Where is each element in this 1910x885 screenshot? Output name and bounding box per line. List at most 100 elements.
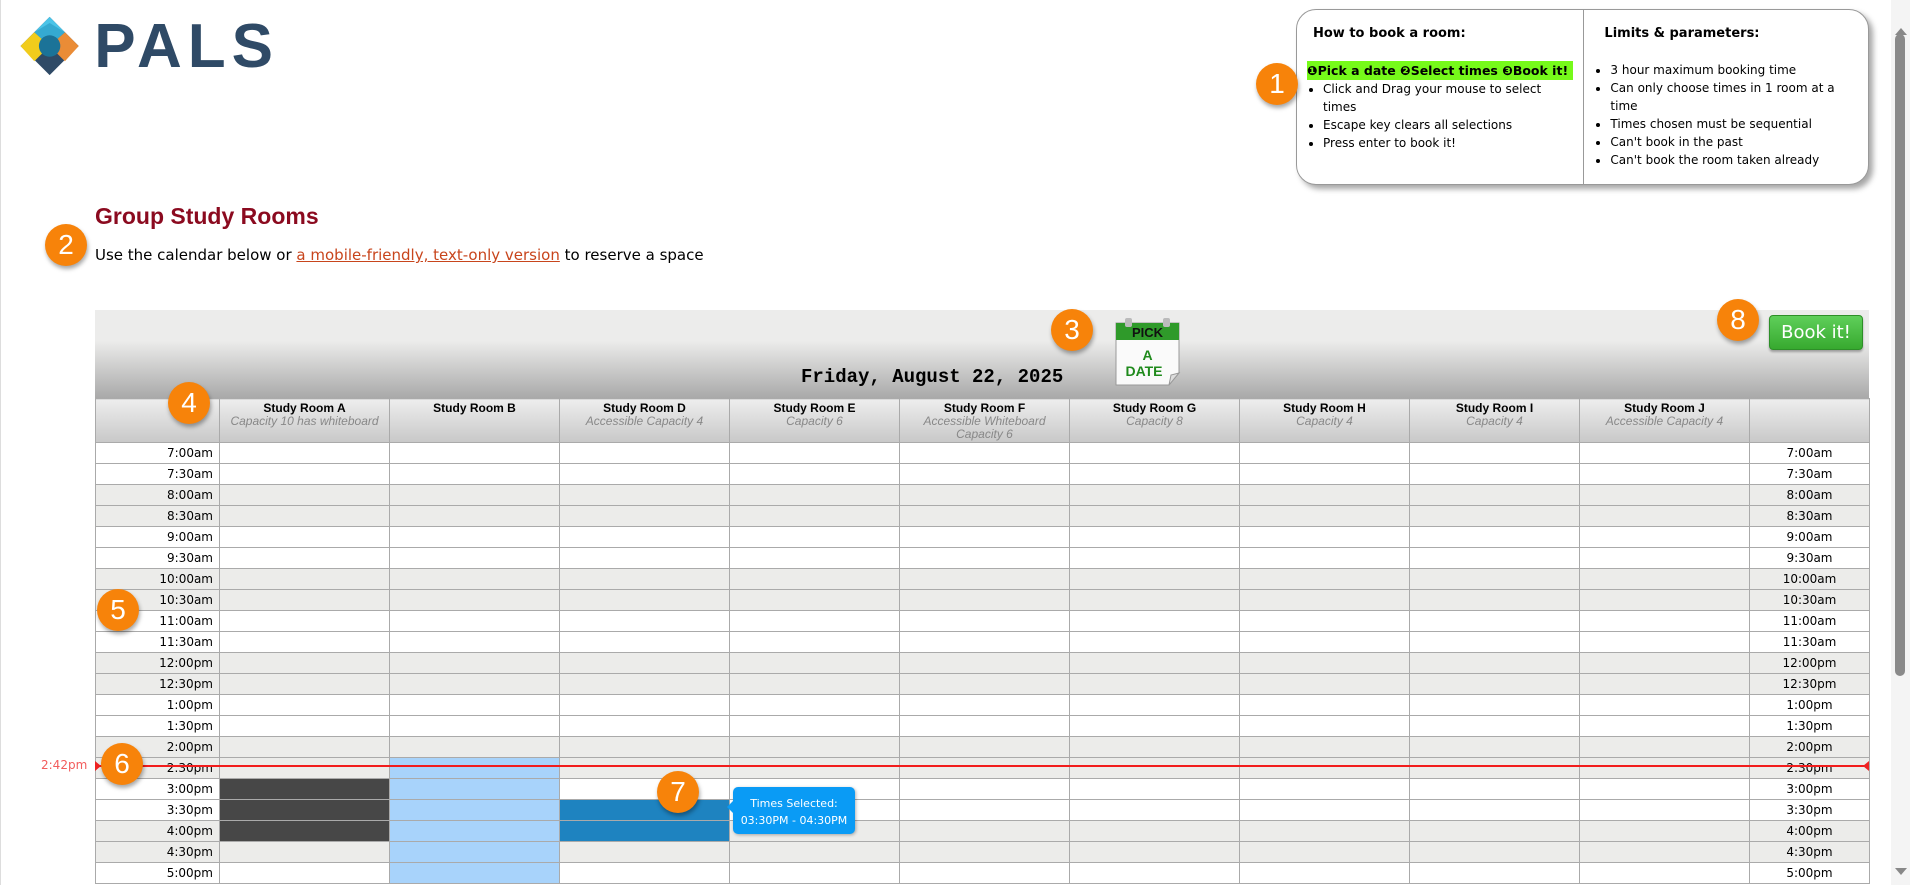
time-slot[interactable]: [1239, 694, 1410, 716]
time-slot[interactable]: [559, 841, 730, 863]
time-slot[interactable]: [1069, 631, 1240, 653]
time-slot[interactable]: [1409, 463, 1580, 485]
time-slot[interactable]: [899, 862, 1070, 884]
time-slot[interactable]: [1239, 820, 1410, 842]
time-slot[interactable]: [1579, 820, 1750, 842]
time-slot[interactable]: [1069, 547, 1240, 569]
time-slot[interactable]: [219, 631, 390, 653]
time-slot[interactable]: [1239, 442, 1410, 464]
time-slot[interactable]: [389, 526, 560, 548]
time-slot[interactable]: [1579, 862, 1750, 884]
time-slot[interactable]: [899, 799, 1070, 821]
time-slot[interactable]: [729, 547, 900, 569]
time-slot[interactable]: [559, 715, 730, 737]
time-slot[interactable]: [1239, 715, 1410, 737]
time-slot[interactable]: [729, 484, 900, 506]
time-slot[interactable]: [389, 652, 560, 674]
time-slot[interactable]: [1069, 484, 1240, 506]
time-slot[interactable]: [1239, 463, 1410, 485]
scroll-up-icon[interactable]: [1895, 28, 1907, 35]
time-slot[interactable]: [219, 757, 390, 779]
time-slot[interactable]: [729, 526, 900, 548]
time-slot[interactable]: [899, 673, 1070, 695]
booked-slot[interactable]: [219, 799, 390, 821]
time-slot[interactable]: [1239, 652, 1410, 674]
time-slot[interactable]: [729, 463, 900, 485]
time-slot[interactable]: [1579, 673, 1750, 695]
scrollbar-thumb[interactable]: [1895, 34, 1905, 676]
time-slot[interactable]: [559, 484, 730, 506]
time-slot[interactable]: [219, 841, 390, 863]
time-slot[interactable]: [389, 463, 560, 485]
time-slot[interactable]: [1239, 799, 1410, 821]
selected-slot[interactable]: [559, 799, 730, 821]
time-slot[interactable]: [1239, 610, 1410, 632]
time-slot[interactable]: [1579, 652, 1750, 674]
time-slot[interactable]: [729, 589, 900, 611]
time-slot[interactable]: [1579, 547, 1750, 569]
time-slot[interactable]: [389, 589, 560, 611]
time-slot[interactable]: [899, 526, 1070, 548]
time-slot[interactable]: [1409, 820, 1580, 842]
time-slot[interactable]: [219, 652, 390, 674]
time-slot[interactable]: [1239, 841, 1410, 863]
time-slot[interactable]: [559, 589, 730, 611]
time-slot[interactable]: [559, 526, 730, 548]
time-slot[interactable]: [389, 568, 560, 590]
time-slot[interactable]: [389, 694, 560, 716]
time-slot[interactable]: [1239, 484, 1410, 506]
time-slot[interactable]: [389, 484, 560, 506]
time-slot[interactable]: [899, 736, 1070, 758]
time-slot[interactable]: [559, 778, 730, 800]
time-slot[interactable]: [389, 715, 560, 737]
time-slot[interactable]: [1069, 778, 1240, 800]
time-slot[interactable]: [219, 736, 390, 758]
time-slot[interactable]: [1409, 484, 1580, 506]
time-slot[interactable]: [729, 673, 900, 695]
time-slot[interactable]: [559, 652, 730, 674]
time-slot[interactable]: [559, 463, 730, 485]
time-slot[interactable]: [1239, 631, 1410, 653]
time-slot[interactable]: [899, 463, 1070, 485]
time-slot[interactable]: [1069, 841, 1240, 863]
time-slot[interactable]: [219, 589, 390, 611]
time-slot[interactable]: [219, 526, 390, 548]
time-slot[interactable]: [219, 484, 390, 506]
time-slot[interactable]: [1579, 568, 1750, 590]
time-slot[interactable]: [1409, 799, 1580, 821]
time-slot[interactable]: [1579, 778, 1750, 800]
time-slot[interactable]: [559, 568, 730, 590]
time-slot[interactable]: [899, 505, 1070, 527]
time-slot[interactable]: [559, 631, 730, 653]
time-slot[interactable]: [729, 694, 900, 716]
time-slot[interactable]: [1409, 841, 1580, 863]
time-slot[interactable]: [899, 631, 1070, 653]
time-slot[interactable]: [729, 862, 900, 884]
time-slot[interactable]: [1069, 463, 1240, 485]
time-slot[interactable]: [219, 442, 390, 464]
time-slot[interactable]: [1239, 862, 1410, 884]
time-slot[interactable]: [1579, 484, 1750, 506]
pals-logo[interactable]: PALS: [19, 6, 279, 86]
time-slot[interactable]: [219, 547, 390, 569]
highlighted-slot[interactable]: [389, 841, 560, 863]
time-slot[interactable]: [1069, 694, 1240, 716]
time-slot[interactable]: [559, 610, 730, 632]
time-slot[interactable]: [729, 652, 900, 674]
booked-slot[interactable]: [219, 778, 390, 800]
time-slot[interactable]: [1069, 526, 1240, 548]
highlighted-slot[interactable]: [389, 778, 560, 800]
time-slot[interactable]: [1409, 589, 1580, 611]
time-slot[interactable]: [899, 820, 1070, 842]
time-slot[interactable]: [899, 568, 1070, 590]
time-slot[interactable]: [729, 715, 900, 737]
time-slot[interactable]: [1409, 862, 1580, 884]
time-slot[interactable]: [899, 757, 1070, 779]
time-slot[interactable]: [219, 610, 390, 632]
time-slot[interactable]: [729, 568, 900, 590]
time-slot[interactable]: [219, 862, 390, 884]
time-slot[interactable]: [1069, 799, 1240, 821]
time-slot[interactable]: [389, 505, 560, 527]
time-slot[interactable]: [1069, 673, 1240, 695]
time-slot[interactable]: [1069, 589, 1240, 611]
